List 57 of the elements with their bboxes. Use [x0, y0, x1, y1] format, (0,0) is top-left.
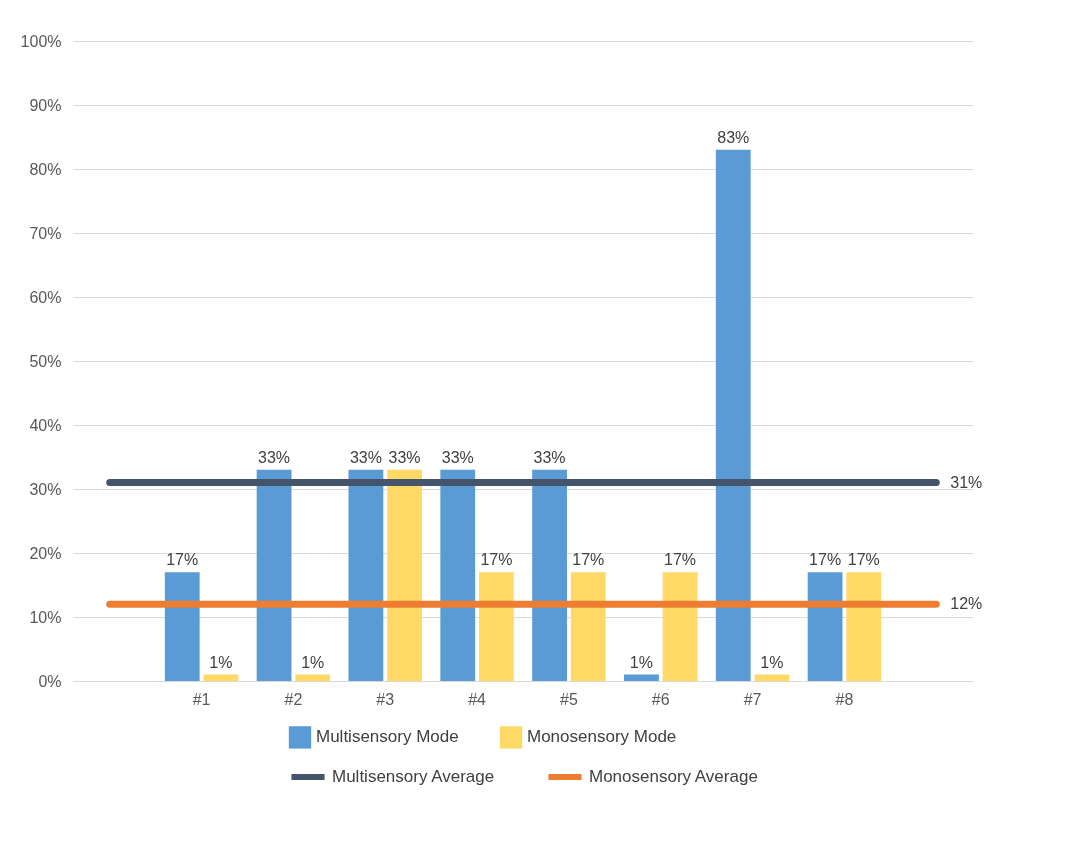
y-tick-label: 50%	[29, 352, 62, 370]
legend-label: Multisensory Average	[332, 767, 495, 786]
x-tick-label: #8	[835, 690, 854, 708]
y-tick-label: 0%	[38, 672, 62, 690]
legend-label: Multisensory Mode	[316, 727, 459, 747]
data-label: 31%	[950, 473, 983, 491]
x-tick-label: #2	[284, 690, 303, 708]
data-label: 33%	[388, 448, 421, 466]
data-label: 1%	[209, 653, 233, 671]
data-label: 17%	[480, 551, 513, 569]
y-tick-label: 70%	[29, 224, 62, 242]
data-label: 17%	[847, 551, 880, 569]
bar	[624, 674, 659, 681]
bar	[532, 469, 567, 681]
x-tick-label: #4	[468, 690, 487, 708]
data-label: 33%	[349, 448, 382, 466]
data-label: 17%	[572, 551, 605, 569]
data-label: 17%	[809, 551, 842, 569]
y-tick-label: 90%	[29, 96, 62, 114]
y-tick-label: 30%	[29, 480, 62, 498]
bar	[479, 572, 514, 681]
legend-label: Monosensory Average	[589, 767, 758, 786]
data-label: 12%	[950, 595, 983, 613]
data-label: 17%	[664, 551, 697, 569]
bar	[846, 572, 882, 681]
bar	[164, 572, 200, 681]
bar	[440, 469, 476, 681]
bar	[715, 149, 751, 681]
y-tick-label: 80%	[29, 160, 62, 178]
bar	[256, 469, 292, 681]
y-tick-label: 100%	[20, 32, 62, 50]
y-tick-label: 20%	[29, 544, 62, 562]
x-tick-label: #6	[651, 690, 670, 708]
data-label: 1%	[760, 653, 784, 671]
y-tick-label: 40%	[29, 416, 62, 434]
data-label: 33%	[533, 448, 566, 466]
y-tick-label: 60%	[29, 288, 62, 306]
bar	[754, 674, 790, 681]
bar	[203, 674, 239, 681]
data-label: 33%	[441, 448, 474, 466]
y-tick-label: 10%	[29, 608, 62, 626]
data-label: 17%	[166, 551, 199, 569]
bar	[662, 572, 698, 681]
x-tick-label: #5	[560, 690, 578, 708]
x-tick-label: #3	[376, 690, 395, 708]
data-label: 33%	[258, 448, 291, 466]
bar	[348, 469, 384, 681]
bar	[387, 469, 422, 681]
data-label: 83%	[717, 128, 750, 146]
x-tick-label: #1	[192, 690, 211, 708]
data-label: 1%	[629, 653, 653, 671]
bar	[570, 572, 606, 681]
bar	[807, 572, 843, 681]
legend-label: Monosensory Mode	[527, 727, 677, 747]
data-label: 1%	[301, 653, 325, 671]
bar	[295, 674, 331, 681]
x-tick-label: #7	[743, 690, 762, 708]
